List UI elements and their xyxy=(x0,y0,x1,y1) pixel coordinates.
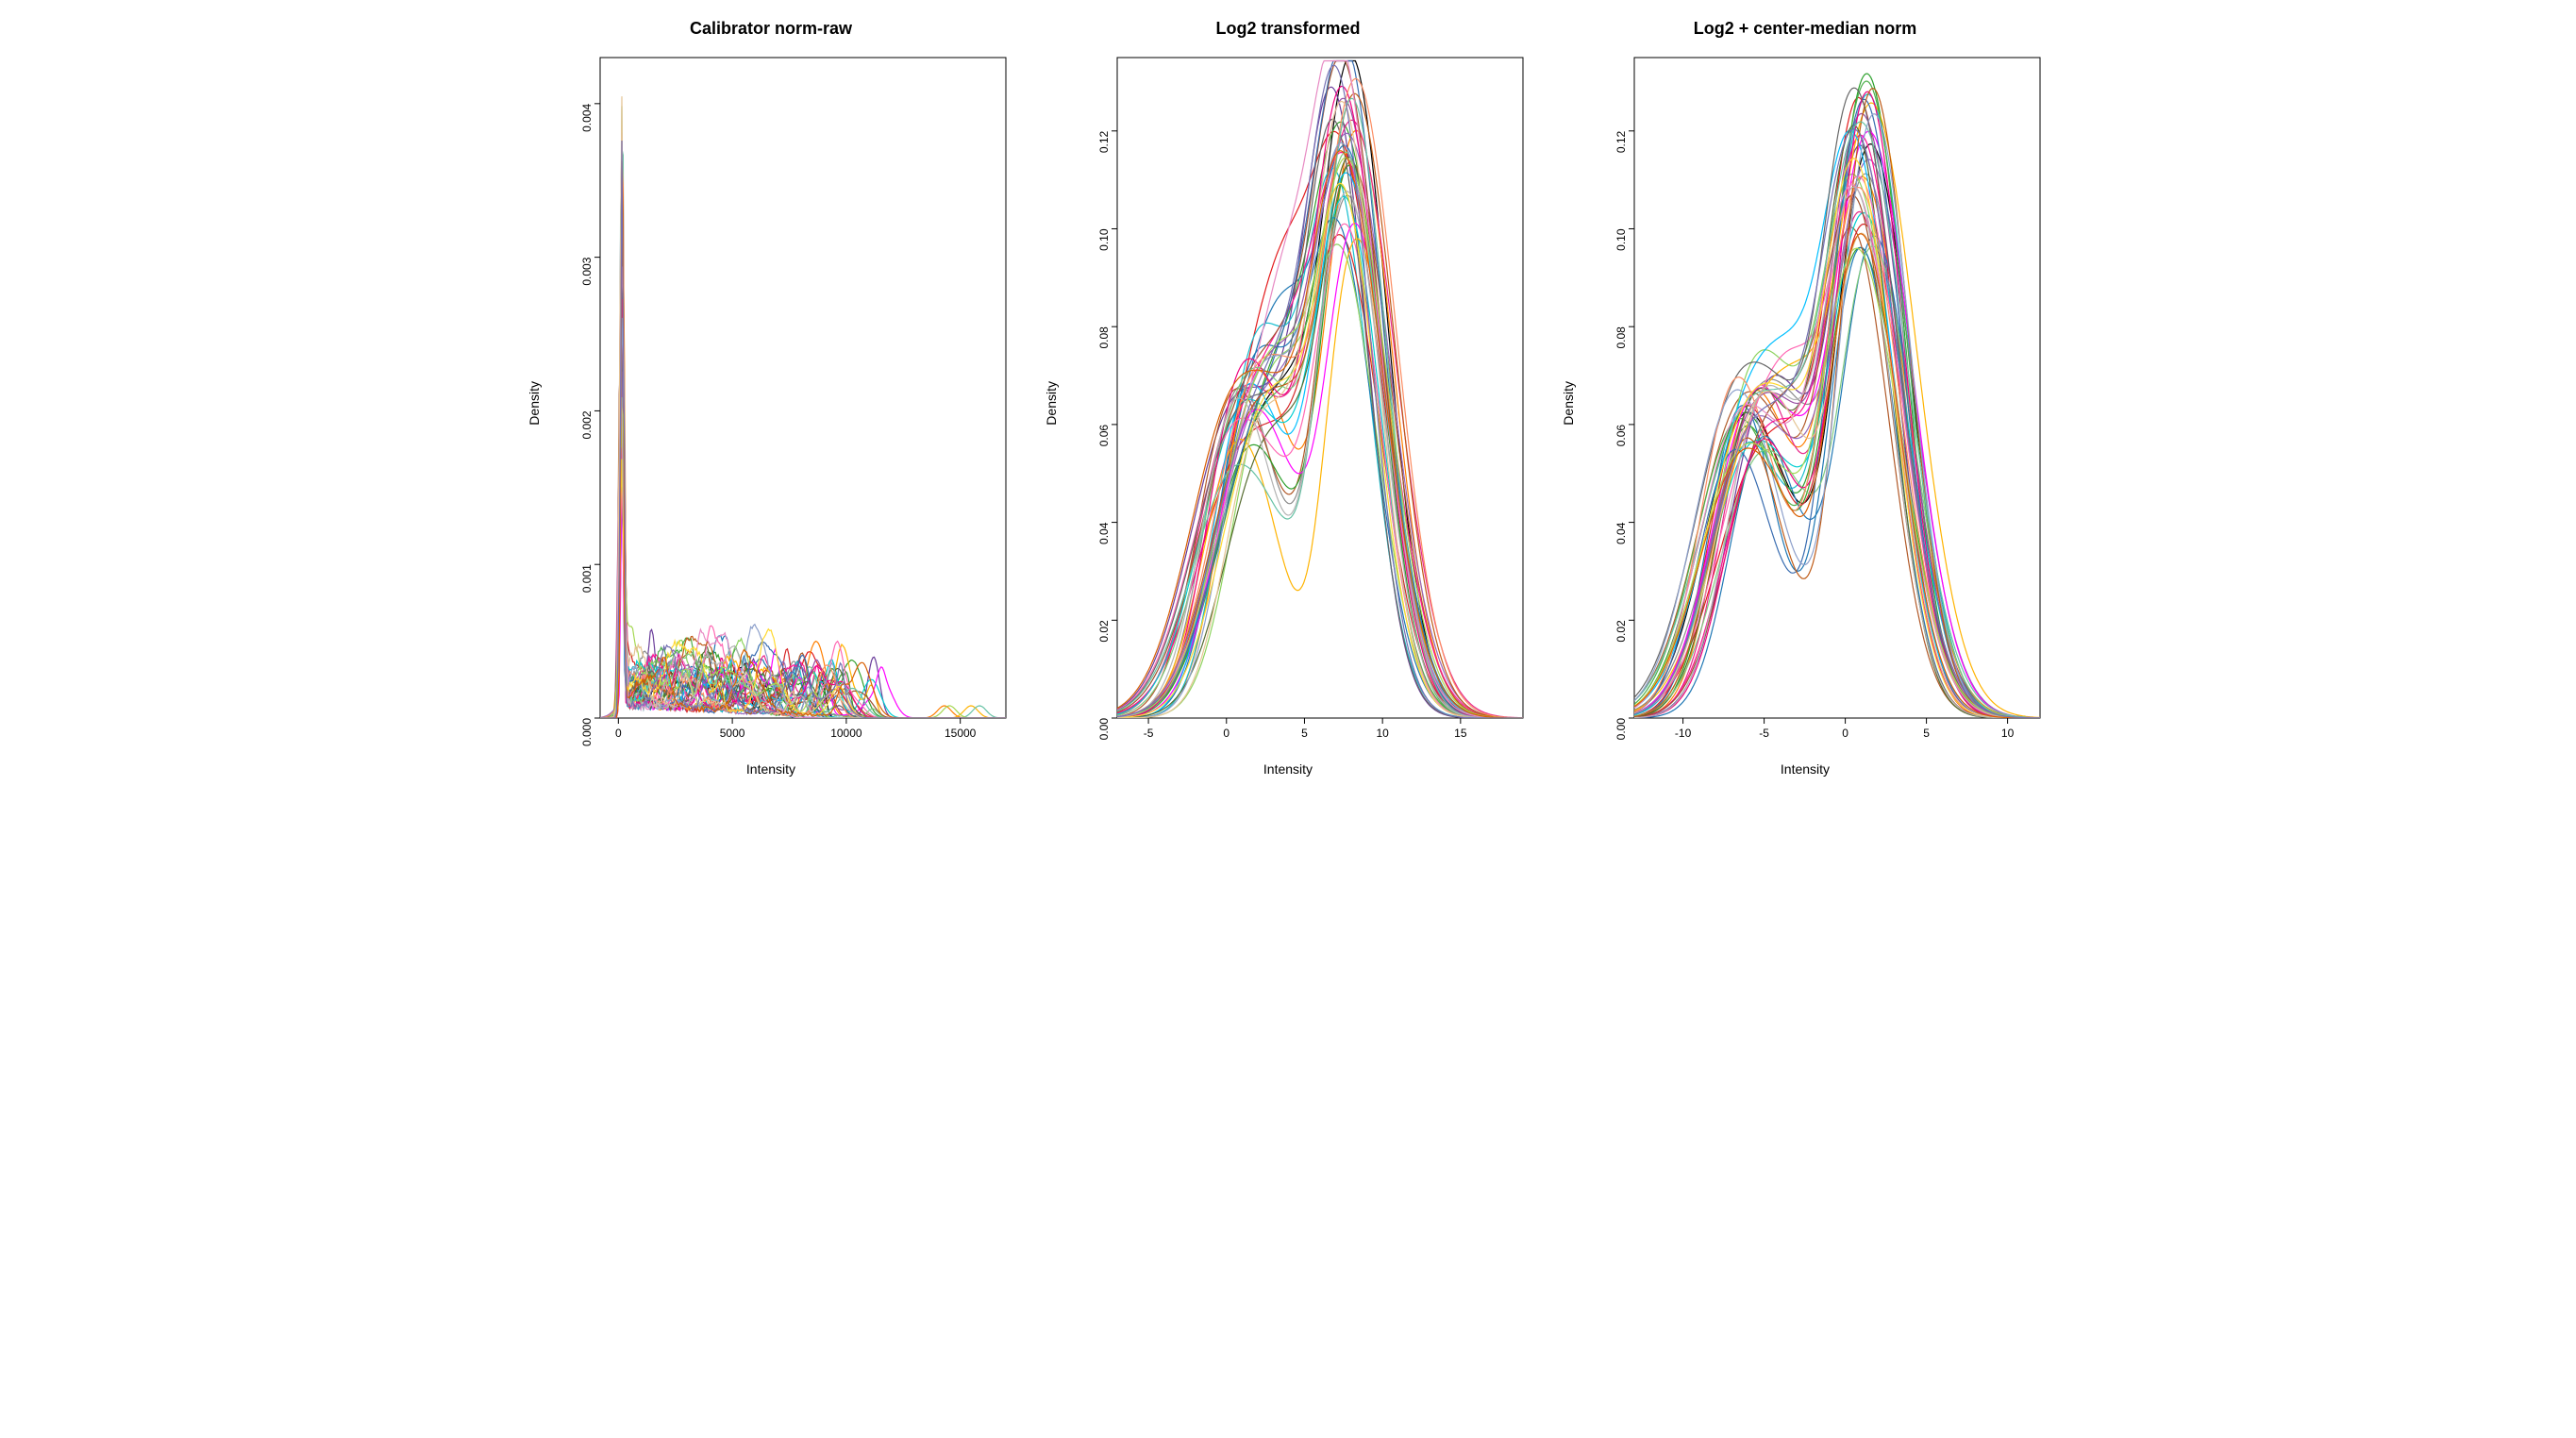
x-tick-label: 15000 xyxy=(945,727,977,740)
density-series xyxy=(600,230,1006,718)
density-series xyxy=(600,288,1006,718)
y-tick-label: 0.06 xyxy=(1614,425,1628,447)
density-series xyxy=(600,173,1006,718)
x-tick-label: 10 xyxy=(1376,727,1389,740)
plot-with-ylabel: Density 0 5000 10000 15000 0.000 0.001 0.002 0.0… xyxy=(527,50,1015,756)
x-axis-label: Intensity xyxy=(1263,761,1313,777)
x-tick-label: 15 xyxy=(1454,727,1467,740)
y-axis-label: Density xyxy=(1044,381,1059,426)
density-series xyxy=(600,133,1006,718)
y-tick-label: 0.02 xyxy=(1097,620,1111,643)
series-group xyxy=(1634,74,2040,718)
x-tick-label: 0 xyxy=(1223,727,1229,740)
y-tick-label: 0.06 xyxy=(1097,425,1111,447)
density-panel: Log2 + center-median norm Density -10 -5 0 5 1… xyxy=(1561,19,2049,777)
density-series xyxy=(1117,235,1523,718)
density-series xyxy=(600,160,1006,718)
plot-svg: -10 -5 0 5 10 0.00 0.02 0.04 0.06 0.08 0.10 0.12 xyxy=(1580,50,2049,756)
density-series xyxy=(1117,239,1523,718)
density-series xyxy=(600,160,1006,718)
density-series xyxy=(600,262,1006,718)
x-tick-label: 0 xyxy=(1842,727,1848,740)
y-tick-label: 0.08 xyxy=(1097,326,1111,349)
y-tick-label: 0.004 xyxy=(580,104,594,132)
x-tick-label: 5000 xyxy=(720,727,745,740)
density-series xyxy=(600,267,1006,719)
y-tick-label: 0.04 xyxy=(1614,522,1628,544)
y-tick-label: 0.00 xyxy=(1614,718,1628,741)
y-axis-label: Density xyxy=(527,381,542,426)
y-tick-label: 0.02 xyxy=(1614,620,1628,643)
plot-with-ylabel: Density -10 -5 0 5 10 0.00 0.02 0.04 0.06 0.08 0.10… xyxy=(1561,50,2049,756)
y-tick-label: 0.12 xyxy=(1097,130,1111,153)
x-tick-label: 5 xyxy=(1301,727,1308,740)
x-tick-label: 10000 xyxy=(830,727,862,740)
density-series xyxy=(600,282,1006,718)
panel-title: Log2 transformed xyxy=(1215,19,1360,39)
y-tick-label: 0.10 xyxy=(1614,228,1628,251)
y-tick-label: 0.10 xyxy=(1097,228,1111,251)
y-tick-label: 0.002 xyxy=(580,410,594,439)
density-panel: Calibrator norm-raw Density 0 5000 10000 1500… xyxy=(527,19,1015,777)
panel-title: Calibrator norm-raw xyxy=(690,19,852,39)
x-tick-label: 10 xyxy=(2001,727,2015,740)
density-series xyxy=(600,199,1006,718)
x-tick-label: 0 xyxy=(615,727,622,740)
y-tick-label: 0.000 xyxy=(580,718,594,746)
panel-title: Log2 + center-median norm xyxy=(1694,19,1917,39)
x-tick-label: -10 xyxy=(1675,727,1692,740)
y-tick-label: 0.08 xyxy=(1614,326,1628,349)
x-tick-label: 5 xyxy=(1923,727,1930,740)
x-tick-label: -5 xyxy=(1144,727,1154,740)
y-tick-label: 0.04 xyxy=(1097,522,1111,544)
y-axis-label: Density xyxy=(1561,381,1576,426)
x-axis-label: Intensity xyxy=(746,761,795,777)
density-panels-row: Calibrator norm-rawDensity05000100001500… xyxy=(19,19,2557,777)
density-series xyxy=(600,107,1006,719)
x-axis-label: Intensity xyxy=(1781,761,1830,777)
y-tick-label: 0.003 xyxy=(580,257,594,285)
density-series xyxy=(600,149,1006,718)
density-series xyxy=(600,222,1006,718)
density-series xyxy=(600,280,1006,718)
y-tick-label: 0.001 xyxy=(580,564,594,593)
plot-box xyxy=(600,58,1006,718)
y-tick-label: 0.00 xyxy=(1097,718,1111,741)
plot-svg: 0 5000 10000 15000 0.000 0.001 0.002 0.003 0.004 xyxy=(545,50,1015,756)
density-series xyxy=(600,279,1006,718)
x-tick-label: -5 xyxy=(1759,727,1769,740)
plot-svg: -5 0 5 10 15 0.00 0.02 0.04 0.06 0.08 0.10 0.12 xyxy=(1062,50,1532,756)
density-series xyxy=(600,96,1006,718)
y-tick-label: 0.12 xyxy=(1614,130,1628,153)
density-series xyxy=(600,141,1006,718)
density-series xyxy=(1634,135,2040,718)
density-panel: Log2 transformed Density -5 0 5 10 15 0.00 0.02 0… xyxy=(1044,19,1532,777)
series-group xyxy=(1117,61,1523,719)
plot-with-ylabel: Density -5 0 5 10 15 0.00 0.02 0.04 0.06 0.08 0.10 0… xyxy=(1044,50,1532,756)
series-group xyxy=(600,96,1006,718)
density-series xyxy=(600,240,1006,718)
